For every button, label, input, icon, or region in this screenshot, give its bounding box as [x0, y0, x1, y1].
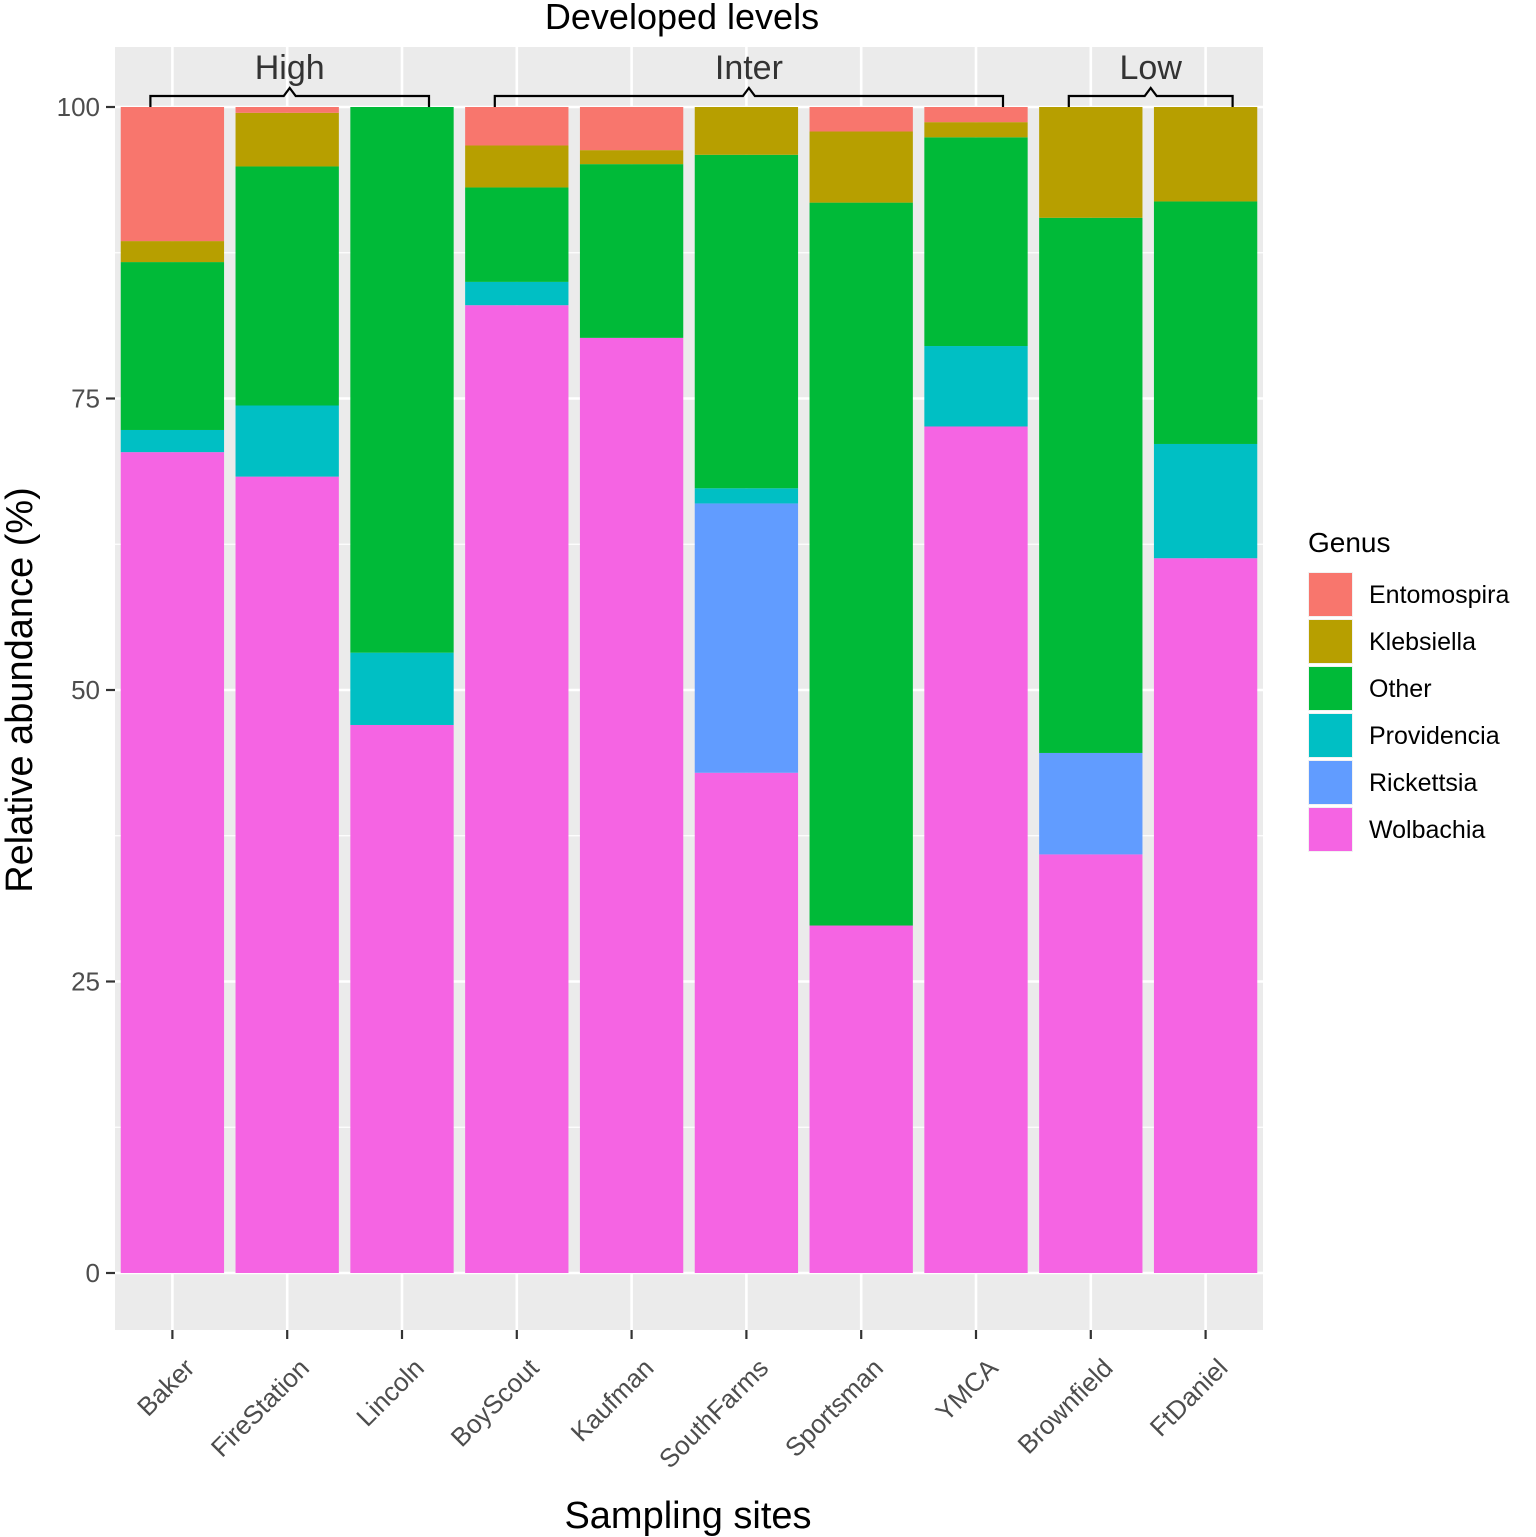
chart-title: Developed levels [545, 0, 819, 37]
y-tick-label: 75 [71, 384, 100, 414]
bar-YMCA-Wolbachia [924, 426, 1028, 1273]
bar-FireStation-Entomospira [235, 107, 339, 113]
bar-YMCA-Klebsiella [924, 122, 1028, 138]
bar-Baker-Providencia [120, 429, 225, 453]
x-axis-title: Sampling sites [564, 1495, 811, 1537]
y-axis: 0 25 50 75 100 [57, 92, 115, 1288]
legend-title: Genus [1308, 527, 1391, 558]
group-bracket [1067, 86, 1234, 107]
bar-Kaufman-Entomospira [579, 107, 684, 151]
bar-YMCA-Other [924, 137, 1028, 347]
bar-Baker-Entomospira [120, 107, 225, 242]
bar-YMCA-Providencia [924, 346, 1028, 427]
bar-SouthFarms-Klebsiella [694, 107, 799, 155]
legend-label-Rickettsia: Rickettsia [1369, 769, 1477, 797]
y-axis-title: Relative abundance (%) [0, 487, 41, 893]
legend-swatch-Entomospira [1309, 573, 1352, 616]
y-tick-label: 100 [57, 92, 100, 122]
bar-SouthFarms-Providencia [694, 488, 799, 504]
bar-FtDaniel-Providencia [1153, 443, 1258, 559]
bar-YMCA-Entomospira [924, 107, 1028, 123]
bar-Lincoln-Wolbachia [350, 724, 454, 1273]
bar-Sportsman-Wolbachia [809, 925, 913, 1273]
bar-FireStation-Providencia [235, 405, 339, 477]
bar-Kaufman-Klebsiella [579, 150, 684, 165]
bar-Lincoln-Providencia [350, 652, 454, 725]
legend-label-Other: Other [1369, 675, 1432, 703]
bar-BoyScout-Wolbachia [465, 305, 569, 1274]
bar-BoyScout-Entomospira [465, 107, 569, 146]
bar-SouthFarms-Rickettsia [694, 503, 799, 773]
legend-label-Entomospira: Entomospira [1369, 581, 1509, 609]
y-tick-label: 25 [71, 967, 100, 997]
bar-Baker-Other [120, 262, 225, 430]
bar-FtDaniel-Wolbachia [1153, 558, 1258, 1273]
bar-Sportsman-Entomospira [809, 107, 913, 132]
bars-layer [120, 107, 1258, 1274]
y-tick-label: 0 [86, 1258, 100, 1288]
bar-FtDaniel-Other [1153, 201, 1258, 444]
legend-label-Providencia: Providencia [1369, 722, 1500, 750]
group-bracket [149, 86, 431, 107]
group-label: Low [1120, 49, 1183, 87]
legend-swatch-Wolbachia [1309, 808, 1352, 851]
bar-Sportsman-Klebsiella [809, 131, 913, 203]
bar-SouthFarms-Wolbachia [694, 772, 799, 1273]
bar-Kaufman-Other [579, 164, 684, 338]
bar-FireStation-Wolbachia [235, 476, 339, 1273]
bar-Kaufman-Wolbachia [579, 337, 684, 1273]
bar-Baker-Wolbachia [120, 452, 225, 1273]
bar-SouthFarms-Other [694, 154, 799, 489]
bar-Baker-Klebsiella [120, 241, 225, 263]
legend-swatch-Providencia [1309, 714, 1352, 757]
bar-Sportsman-Other [809, 202, 913, 926]
group-label: Inter [715, 49, 783, 87]
bar-Brownfield-Rickettsia [1039, 752, 1143, 855]
bar-Brownfield-Wolbachia [1039, 854, 1143, 1273]
bar-BoyScout-Providencia [465, 281, 569, 306]
group-label: High [255, 49, 325, 87]
group-brackets: High Inter Low [149, 49, 1234, 107]
bar-BoyScout-Klebsiella [465, 145, 569, 188]
legend-label-Wolbachia: Wolbachia [1369, 816, 1485, 844]
legend: Entomospira Klebsiella Other Providencia Ric… [1308, 572, 1509, 852]
bar-Brownfield-Klebsiella [1039, 107, 1143, 218]
legend-swatch-Klebsiella [1309, 620, 1352, 663]
bar-FireStation-Klebsiella [235, 112, 339, 167]
bar-Lincoln-Other [350, 107, 454, 653]
legend-swatch-Other [1309, 667, 1352, 710]
legend-label-Klebsiella: Klebsiella [1369, 628, 1476, 656]
legend-swatch-Rickettsia [1309, 761, 1352, 804]
y-tick-label: 50 [71, 675, 100, 705]
bar-FtDaniel-Klebsiella [1153, 107, 1258, 202]
bar-BoyScout-Other [465, 187, 569, 282]
group-bracket [493, 86, 1005, 107]
bar-Brownfield-Other [1039, 217, 1143, 753]
bar-FireStation-Other [235, 166, 339, 406]
